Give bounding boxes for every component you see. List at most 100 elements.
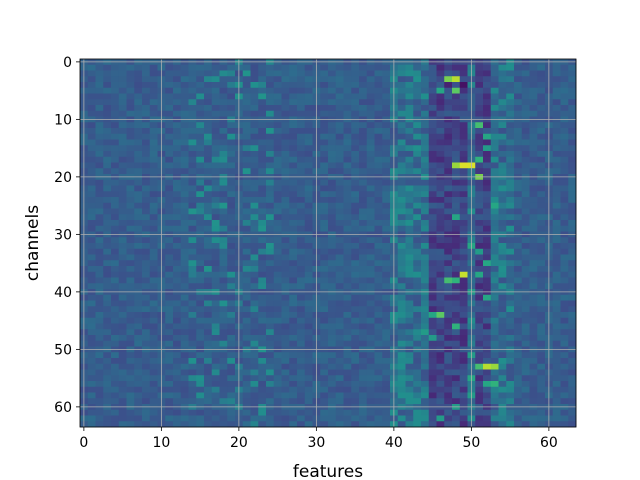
heatmap-cell xyxy=(560,93,569,100)
heatmap-cell xyxy=(459,392,468,399)
heatmap-cell xyxy=(374,335,383,342)
heatmap-cell xyxy=(335,197,344,204)
heatmap-cell xyxy=(413,237,422,244)
heatmap-cell xyxy=(521,87,530,94)
heatmap-cell xyxy=(459,202,468,209)
heatmap-cell xyxy=(219,156,228,163)
heatmap-cell xyxy=(196,312,205,319)
heatmap-cell xyxy=(335,381,344,388)
heatmap-cell xyxy=(537,225,546,232)
heatmap-cell xyxy=(459,70,468,77)
heatmap-cell xyxy=(374,139,383,146)
heatmap-cell xyxy=(514,312,523,319)
heatmap-cell xyxy=(134,317,143,324)
heatmap-cell xyxy=(560,87,569,94)
heatmap-cell xyxy=(204,151,213,158)
heatmap-cell xyxy=(304,317,313,324)
heatmap-cell xyxy=(173,323,182,330)
heatmap-cell xyxy=(397,392,406,399)
heatmap-cell xyxy=(521,369,530,376)
heatmap-cell xyxy=(366,369,375,376)
heatmap-cell xyxy=(568,317,577,324)
heatmap-cell xyxy=(529,294,538,301)
heatmap-cell xyxy=(103,409,112,416)
heatmap-cell xyxy=(87,168,96,175)
heatmap-cell xyxy=(165,70,174,77)
heatmap-cell xyxy=(328,398,337,405)
heatmap-cell xyxy=(444,110,453,117)
heatmap-cell xyxy=(366,306,375,313)
heatmap-cell xyxy=(297,168,306,175)
heatmap-cell xyxy=(397,260,406,267)
heatmap-cell xyxy=(405,220,414,227)
heatmap-cell xyxy=(397,358,406,365)
heatmap-cell xyxy=(250,317,259,324)
heatmap-cell xyxy=(142,363,151,370)
heatmap-cell xyxy=(374,151,383,158)
heatmap-cell xyxy=(452,386,461,393)
heatmap-cell xyxy=(335,243,344,250)
heatmap-cell xyxy=(552,323,561,330)
heatmap-cell xyxy=(452,122,461,129)
heatmap-cell xyxy=(359,87,368,94)
heatmap-cell xyxy=(521,76,530,83)
heatmap-cell xyxy=(413,329,422,336)
heatmap-cell xyxy=(320,225,329,232)
heatmap-cell xyxy=(382,369,391,376)
heatmap-cell xyxy=(165,358,174,365)
heatmap-cell xyxy=(320,105,329,112)
heatmap-cell xyxy=(514,363,523,370)
heatmap-cell xyxy=(397,335,406,342)
heatmap-cell xyxy=(320,87,329,94)
heatmap-cell xyxy=(142,99,151,106)
heatmap-cell xyxy=(196,70,205,77)
heatmap-cell xyxy=(258,133,267,140)
heatmap-cell xyxy=(165,122,174,129)
heatmap-cell xyxy=(126,208,135,215)
heatmap-cell xyxy=(103,375,112,382)
heatmap-cell xyxy=(304,82,313,89)
heatmap-cell xyxy=(568,392,577,399)
heatmap-cell xyxy=(328,168,337,175)
heatmap-cell xyxy=(320,128,329,135)
heatmap-cell xyxy=(266,105,275,112)
heatmap-cell xyxy=(320,162,329,169)
heatmap-cell xyxy=(560,358,569,365)
heatmap-cell xyxy=(149,139,158,146)
heatmap-cell xyxy=(436,283,445,290)
heatmap-cell xyxy=(552,156,561,163)
heatmap-cell xyxy=(126,156,135,163)
heatmap-cell xyxy=(405,260,414,267)
heatmap-cell xyxy=(250,185,259,192)
heatmap-cell xyxy=(142,76,151,83)
heatmap-cell xyxy=(498,306,507,313)
heatmap-cell xyxy=(506,70,515,77)
heatmap-cell xyxy=(382,99,391,106)
heatmap-cell xyxy=(258,392,267,399)
heatmap-cell xyxy=(529,254,538,261)
heatmap-cell xyxy=(366,409,375,416)
heatmap-cell xyxy=(529,179,538,186)
heatmap-cell xyxy=(405,335,414,342)
heatmap-cell xyxy=(452,415,461,422)
heatmap-cell xyxy=(483,294,492,301)
heatmap-cell xyxy=(366,128,375,135)
heatmap-cell xyxy=(281,375,290,382)
heatmap-cell xyxy=(405,110,414,117)
heatmap-cell xyxy=(87,266,96,273)
heatmap-cell xyxy=(173,254,182,261)
heatmap-cell xyxy=(328,162,337,169)
heatmap-cell xyxy=(498,93,507,100)
heatmap-cell xyxy=(374,64,383,71)
heatmap-cell xyxy=(87,208,96,215)
heatmap-cell xyxy=(211,82,220,89)
heatmap-cell xyxy=(165,128,174,135)
heatmap-cell xyxy=(242,409,251,416)
axes-frame xyxy=(79,58,577,428)
heatmap-cell xyxy=(405,76,414,83)
heatmap-cell xyxy=(421,185,430,192)
heatmap-cell xyxy=(421,386,430,393)
heatmap-cell xyxy=(281,323,290,330)
heatmap-cell xyxy=(459,110,468,117)
heatmap-cell xyxy=(111,82,120,89)
